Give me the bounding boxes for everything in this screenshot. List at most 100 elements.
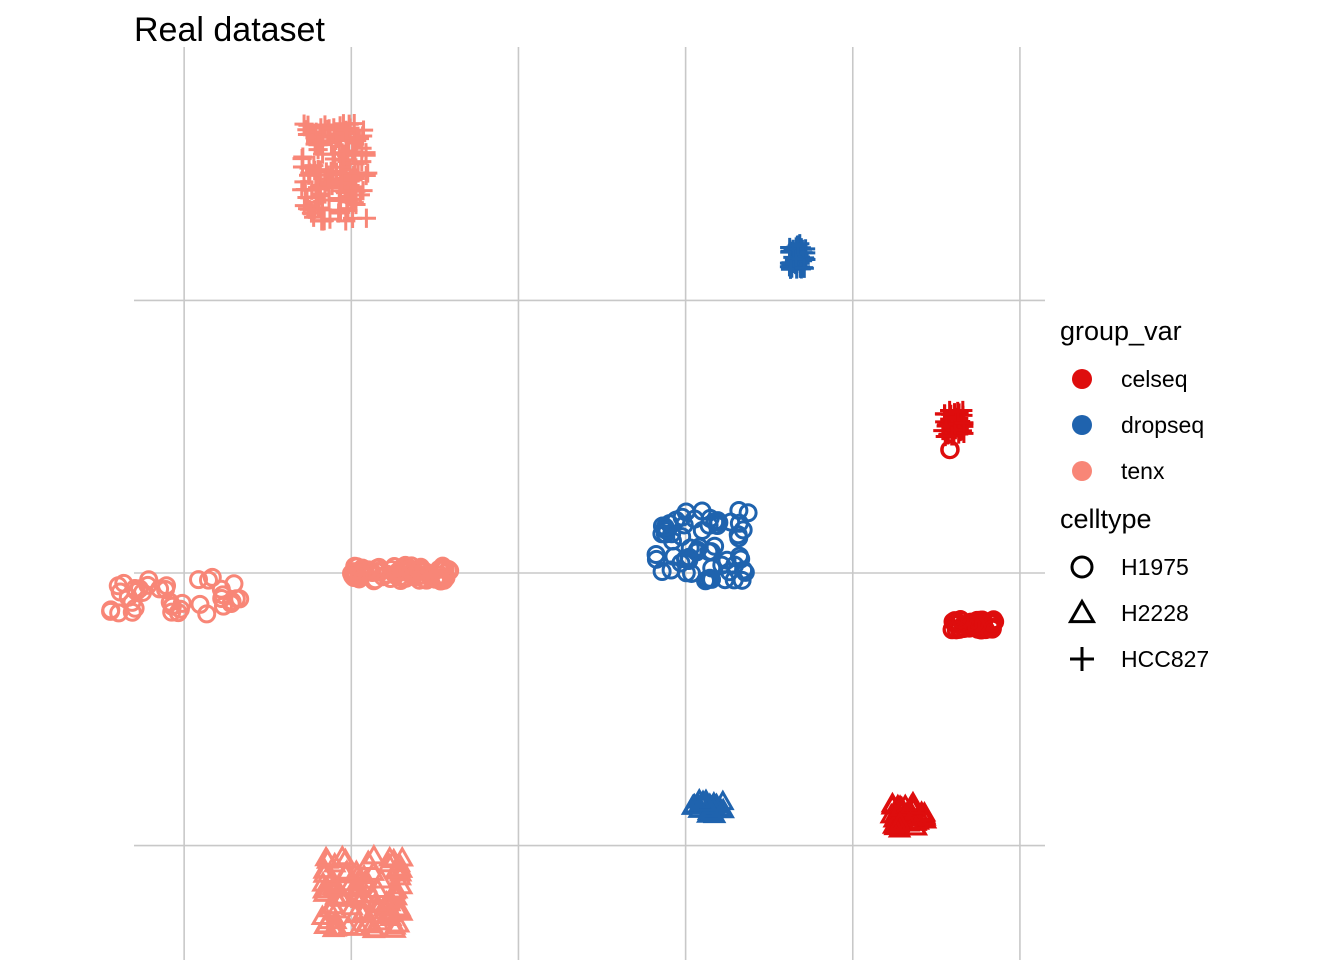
legend-title-group_var: group_var bbox=[1060, 316, 1182, 346]
cluster-celseq-H2228 bbox=[879, 790, 938, 838]
data-point bbox=[130, 579, 150, 599]
data-point bbox=[729, 500, 749, 520]
data-point bbox=[672, 507, 692, 527]
cluster-celseq-H1975 bbox=[940, 439, 960, 460]
data-point bbox=[374, 903, 399, 925]
data-point bbox=[109, 603, 129, 623]
data-point bbox=[160, 592, 180, 612]
data-point bbox=[646, 549, 666, 569]
cluster-dropseq-H2228 bbox=[680, 787, 735, 824]
data-point bbox=[313, 211, 333, 231]
legend-key-dropseq bbox=[1072, 415, 1092, 435]
data-point bbox=[222, 591, 242, 611]
data-point bbox=[329, 200, 349, 220]
data-point bbox=[946, 620, 966, 640]
data-point bbox=[378, 901, 403, 922]
data-point bbox=[887, 816, 912, 838]
cluster-celseq-HCC827 bbox=[933, 400, 974, 447]
data-point bbox=[314, 845, 338, 867]
data-point bbox=[312, 862, 337, 883]
data-point bbox=[336, 120, 356, 140]
cluster-tenx-HCC827 bbox=[292, 113, 378, 231]
data-point bbox=[310, 186, 330, 206]
data-point bbox=[738, 503, 758, 523]
data-point bbox=[356, 849, 381, 871]
data-point bbox=[326, 162, 347, 182]
data-point bbox=[298, 115, 318, 135]
legend-key-H2228 bbox=[1067, 598, 1097, 624]
data-point bbox=[383, 917, 407, 938]
data-point bbox=[318, 165, 338, 185]
data-point bbox=[343, 884, 368, 905]
data-point bbox=[379, 905, 403, 927]
data-point bbox=[310, 131, 331, 151]
data-point bbox=[679, 551, 699, 571]
data-point bbox=[786, 249, 806, 269]
data-point bbox=[211, 579, 231, 599]
data-point bbox=[692, 501, 712, 521]
data-point bbox=[310, 904, 335, 926]
chart-title: Real dataset bbox=[134, 11, 325, 49]
data-point bbox=[202, 567, 222, 587]
data-point bbox=[333, 122, 353, 143]
data-point bbox=[125, 598, 145, 618]
data-point bbox=[384, 877, 409, 899]
data-point bbox=[346, 566, 366, 586]
data-point bbox=[398, 559, 418, 579]
data-point bbox=[338, 192, 358, 212]
data-point bbox=[735, 562, 755, 582]
data-point bbox=[377, 845, 402, 867]
data-point bbox=[888, 810, 912, 832]
cluster-celseq-H1975 bbox=[942, 610, 1005, 640]
data-point bbox=[348, 163, 368, 183]
data-point bbox=[353, 181, 373, 201]
legend-key-HCC827 bbox=[1070, 647, 1094, 671]
data-point bbox=[689, 537, 709, 557]
data-point bbox=[671, 553, 691, 573]
data-point bbox=[345, 154, 365, 174]
cluster-tenx-H2228 bbox=[310, 843, 415, 939]
legend-label-H2228: H2228 bbox=[1121, 600, 1189, 626]
data-point bbox=[189, 570, 209, 590]
legend-key-H1975 bbox=[1070, 555, 1094, 579]
data-point bbox=[190, 594, 210, 614]
data-point bbox=[388, 561, 408, 581]
data-point bbox=[951, 610, 971, 630]
data-point bbox=[697, 569, 717, 589]
data-point bbox=[729, 546, 749, 566]
data-point bbox=[335, 859, 359, 880]
data-point bbox=[363, 890, 388, 912]
legend-label-tenx: tenx bbox=[1121, 458, 1165, 484]
data-point bbox=[362, 916, 387, 938]
cluster-dropseq-HCC827 bbox=[779, 234, 816, 279]
data-point bbox=[936, 416, 956, 436]
data-point bbox=[655, 517, 675, 537]
data-point bbox=[312, 857, 337, 879]
cluster-dropseq-H1975 bbox=[646, 500, 758, 591]
data-point bbox=[361, 860, 386, 881]
data-point bbox=[940, 440, 960, 460]
cluster-dropseq-H1975 bbox=[652, 517, 677, 544]
data-point bbox=[323, 144, 343, 164]
data-point bbox=[101, 601, 121, 621]
data-point bbox=[356, 145, 376, 165]
data-point bbox=[353, 120, 374, 140]
data-point bbox=[293, 147, 313, 167]
data-point bbox=[336, 914, 360, 935]
data-point bbox=[352, 863, 376, 885]
data-point bbox=[342, 189, 362, 209]
data-point bbox=[330, 157, 351, 177]
data-point bbox=[676, 563, 696, 583]
data-point bbox=[332, 172, 352, 192]
data-point bbox=[687, 787, 712, 809]
data-point bbox=[347, 915, 372, 936]
legend-label-dropseq: dropseq bbox=[1121, 412, 1204, 438]
data-point bbox=[345, 874, 370, 895]
legend-key-celseq bbox=[1072, 369, 1092, 389]
data-point bbox=[948, 401, 968, 422]
data-point bbox=[696, 802, 720, 823]
data-point bbox=[294, 195, 315, 216]
data-point bbox=[788, 235, 808, 255]
data-point bbox=[794, 258, 814, 278]
